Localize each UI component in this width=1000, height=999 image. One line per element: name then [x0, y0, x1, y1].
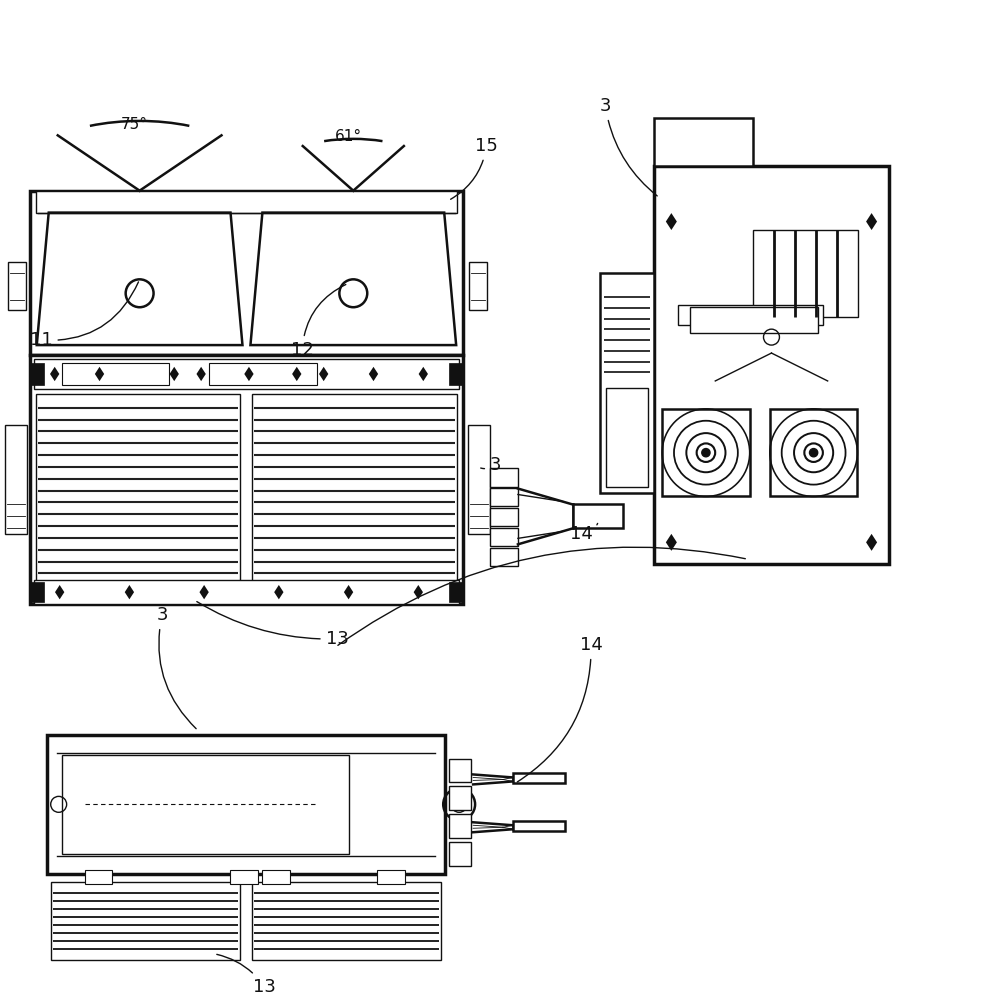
- Bar: [449, 758, 471, 782]
- Text: 15: 15: [451, 137, 498, 199]
- Polygon shape: [666, 213, 677, 230]
- Bar: [85, 870, 112, 884]
- Polygon shape: [866, 533, 877, 550]
- Bar: [490, 547, 518, 566]
- Bar: [30, 582, 44, 602]
- Bar: [30, 363, 44, 385]
- Bar: [662, 409, 750, 497]
- Bar: [262, 870, 290, 884]
- Bar: [47, 734, 445, 874]
- Text: 13: 13: [197, 601, 349, 648]
- Bar: [252, 882, 441, 960]
- Bar: [449, 842, 471, 866]
- Circle shape: [702, 449, 710, 457]
- Bar: [30, 191, 463, 355]
- Bar: [654, 118, 753, 166]
- Text: 3: 3: [481, 456, 502, 474]
- Bar: [490, 489, 518, 506]
- Bar: [490, 528, 518, 546]
- Bar: [377, 870, 405, 884]
- Bar: [449, 363, 463, 385]
- Bar: [209, 363, 317, 385]
- Polygon shape: [244, 367, 254, 382]
- Bar: [468, 425, 490, 534]
- Bar: [62, 754, 349, 854]
- Bar: [469, 263, 487, 311]
- Bar: [449, 814, 471, 838]
- Bar: [690, 308, 818, 333]
- Text: 14: 14: [517, 636, 603, 782]
- Bar: [490, 508, 518, 526]
- Polygon shape: [196, 367, 206, 382]
- Polygon shape: [274, 585, 284, 599]
- Text: 14: 14: [570, 523, 598, 543]
- Text: 3: 3: [600, 97, 657, 196]
- Polygon shape: [125, 585, 134, 599]
- Bar: [770, 409, 857, 497]
- Text: 61°: 61°: [335, 129, 362, 144]
- Bar: [490, 469, 518, 487]
- Bar: [513, 773, 565, 783]
- Text: 13: 13: [217, 954, 276, 996]
- Text: 75°: 75°: [121, 117, 148, 132]
- Bar: [230, 870, 258, 884]
- Text: 12: 12: [291, 285, 346, 359]
- Bar: [5, 425, 27, 534]
- Polygon shape: [199, 585, 209, 599]
- Text: 3: 3: [156, 606, 196, 728]
- Polygon shape: [666, 533, 677, 550]
- Bar: [600, 274, 654, 493]
- Bar: [573, 504, 623, 528]
- Bar: [678, 306, 823, 325]
- Polygon shape: [319, 367, 328, 382]
- Bar: [252, 394, 457, 599]
- Bar: [606, 388, 648, 487]
- Polygon shape: [866, 213, 877, 230]
- Text: 11: 11: [30, 282, 138, 349]
- Polygon shape: [414, 585, 423, 599]
- Polygon shape: [369, 367, 378, 382]
- Bar: [51, 882, 240, 960]
- Bar: [449, 786, 471, 810]
- Bar: [34, 580, 459, 604]
- Polygon shape: [292, 367, 301, 382]
- Polygon shape: [55, 585, 64, 599]
- Polygon shape: [170, 367, 179, 382]
- Polygon shape: [419, 367, 428, 382]
- Bar: [513, 821, 565, 831]
- Polygon shape: [50, 367, 59, 382]
- Bar: [36, 394, 240, 599]
- Polygon shape: [95, 367, 104, 382]
- Bar: [34, 359, 459, 389]
- Bar: [449, 582, 463, 602]
- Bar: [36, 191, 457, 213]
- Bar: [654, 166, 889, 564]
- Bar: [62, 363, 169, 385]
- Circle shape: [809, 449, 818, 457]
- Bar: [30, 355, 463, 604]
- Bar: [753, 230, 858, 318]
- Bar: [8, 263, 26, 311]
- Polygon shape: [344, 585, 353, 599]
